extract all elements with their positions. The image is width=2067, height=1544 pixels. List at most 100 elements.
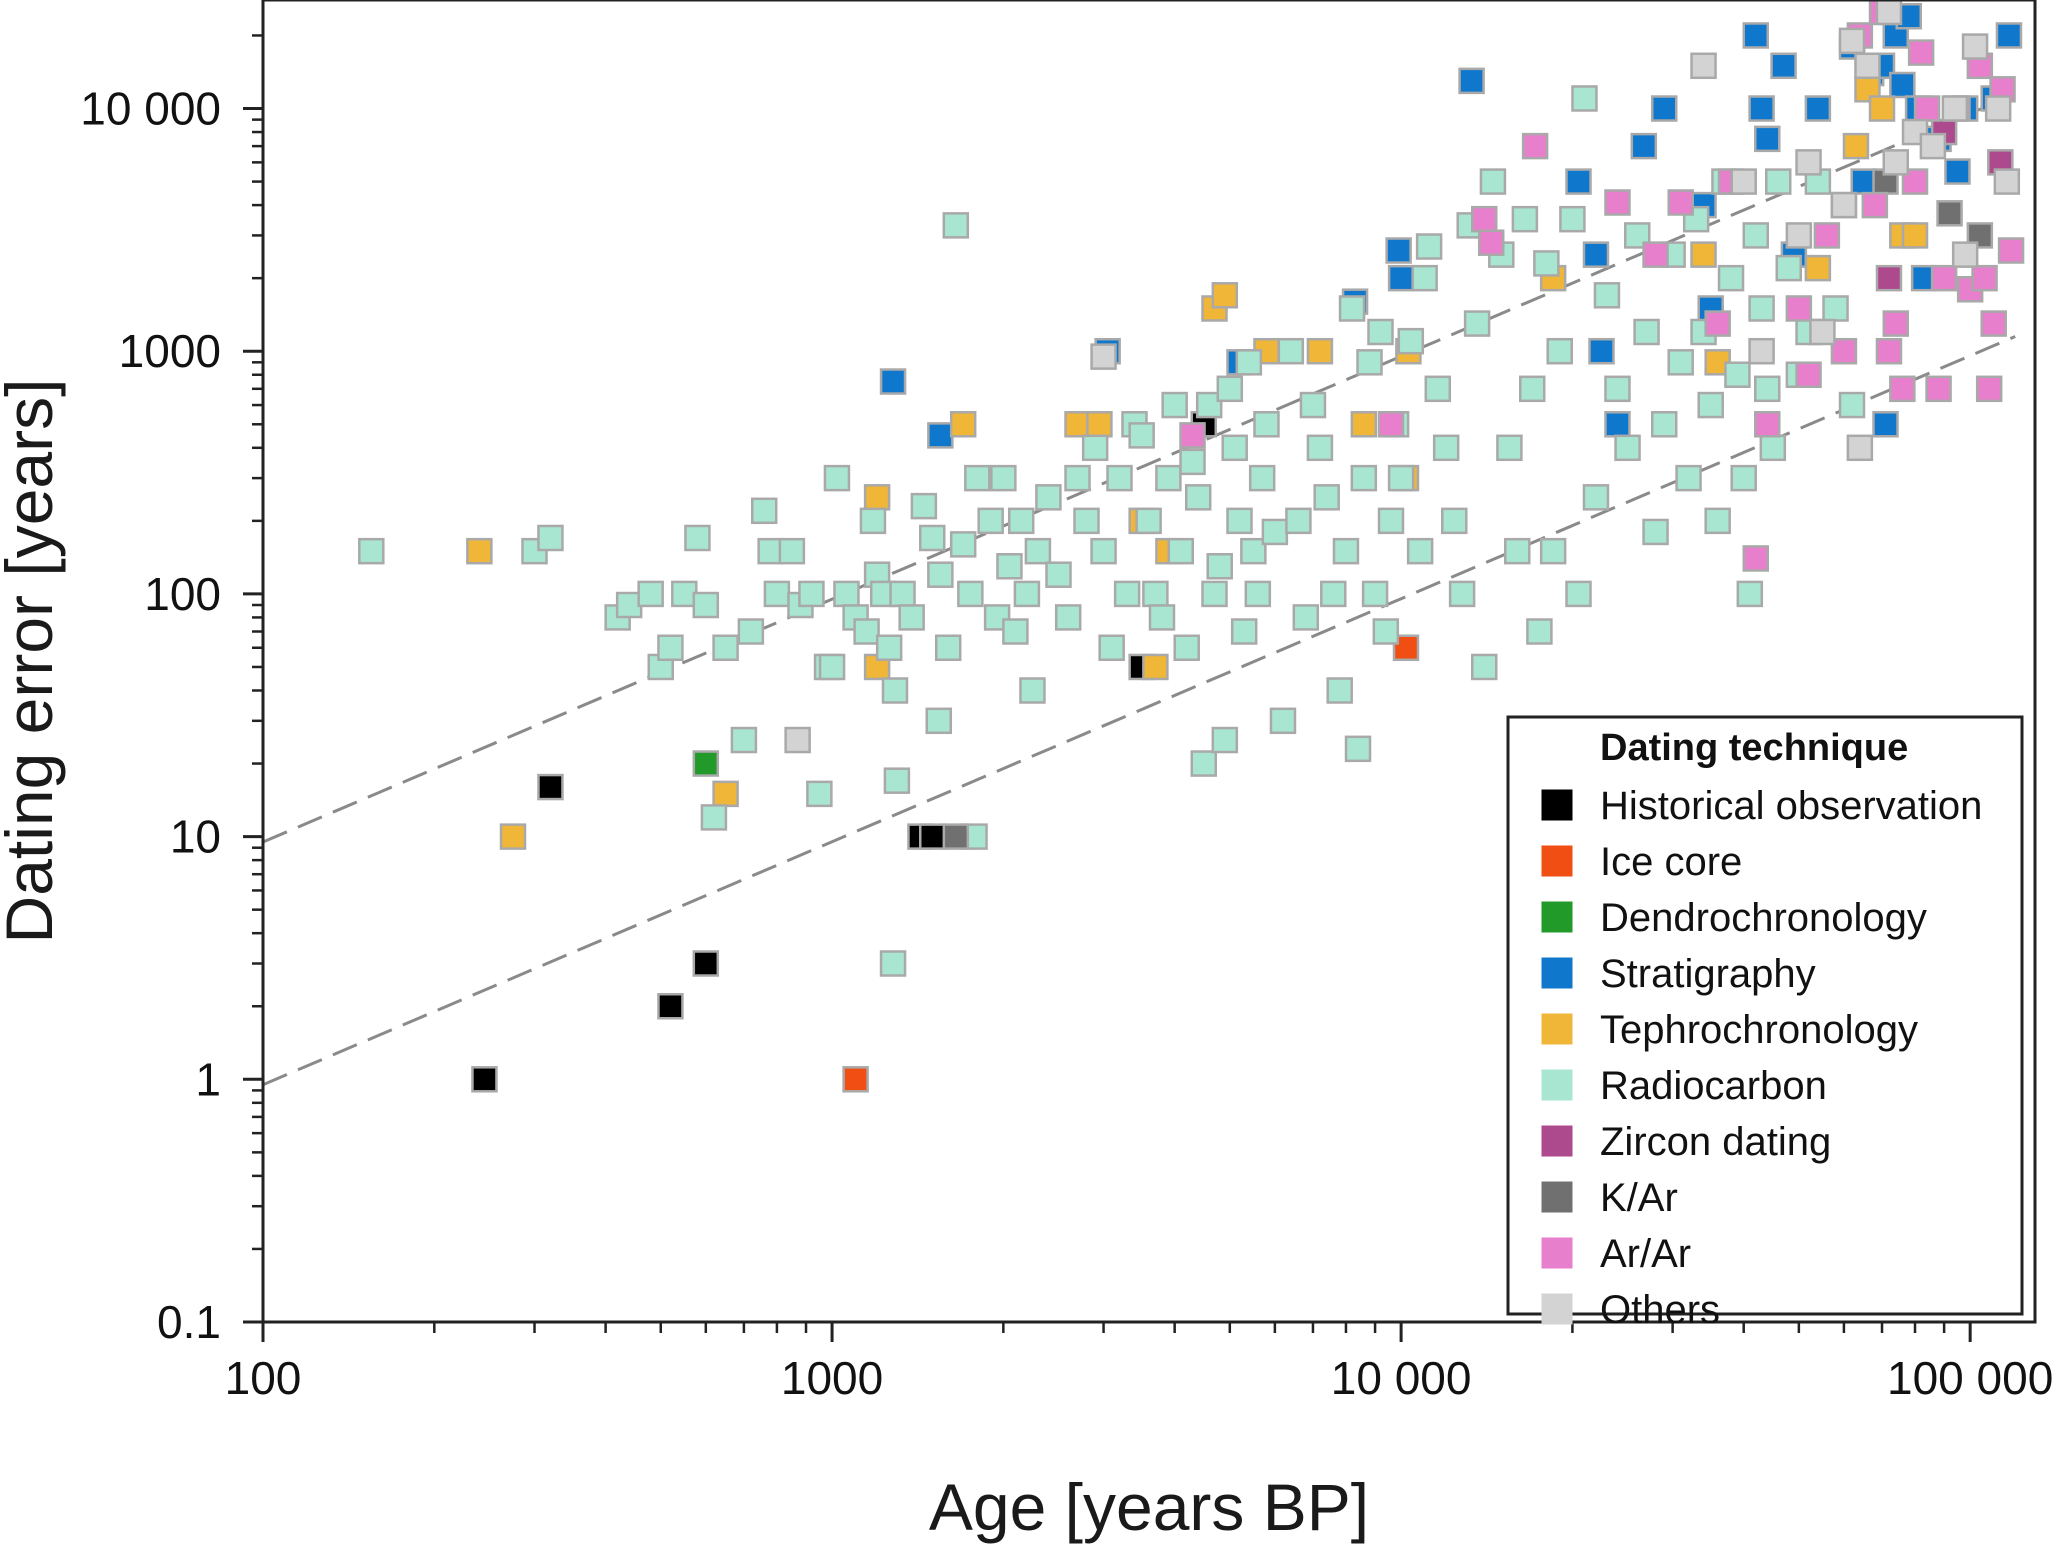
data-point	[784, 726, 811, 754]
data-point	[358, 537, 385, 565]
data-point	[1002, 618, 1029, 645]
legend-swatch	[1541, 1069, 1573, 1101]
data-point	[1565, 580, 1592, 608]
data-point	[1385, 237, 1412, 264]
data-point	[1332, 537, 1360, 565]
legend-box	[1506, 715, 2024, 1316]
axis-ticks: 100 1000 10 000 100 000 0.1 1 10 100 1000 10 000	[80, 34, 2053, 1404]
data-point	[1167, 537, 1195, 565]
data-point	[712, 780, 739, 808]
x-tick-label: 1000	[781, 1352, 883, 1404]
data-point	[1830, 337, 1858, 365]
data-point	[1313, 484, 1340, 511]
data-point	[466, 537, 493, 565]
data-point	[1868, 95, 1896, 122]
data-point	[1035, 484, 1062, 511]
data-point	[1724, 361, 1751, 388]
data-point	[990, 464, 1017, 492]
data-point	[778, 537, 806, 565]
data-point	[1748, 337, 1775, 365]
data-point	[1650, 95, 1678, 122]
legend-label: K/Ar	[1600, 1176, 1678, 1220]
data-point	[1211, 726, 1239, 754]
data-point	[1850, 168, 1877, 195]
data-point	[949, 531, 977, 558]
data-point	[1277, 337, 1305, 365]
data-point	[1889, 375, 1916, 403]
data-point	[1064, 411, 1091, 438]
data-point	[863, 484, 891, 511]
data-point	[1045, 561, 1072, 588]
data-point	[1411, 264, 1438, 292]
data-point	[919, 823, 946, 850]
data-point	[1320, 580, 1347, 608]
data-point	[1754, 375, 1781, 403]
data-point	[1754, 411, 1781, 438]
data-point	[1190, 750, 1218, 777]
data-point	[818, 653, 846, 681]
data-point	[1458, 67, 1485, 95]
data-point	[1717, 264, 1745, 292]
data-point	[692, 750, 720, 777]
data-point	[499, 823, 527, 850]
data-point	[1838, 391, 1866, 419]
data-points	[358, 0, 2025, 1093]
data-point	[750, 497, 778, 525]
data-point	[730, 726, 758, 754]
data-point	[1604, 189, 1631, 216]
data-point	[842, 1066, 869, 1093]
legend-swatch	[1541, 1237, 1573, 1269]
data-point	[1377, 507, 1405, 535]
legend-swatch	[1541, 789, 1573, 821]
data-point	[1392, 634, 1420, 662]
data-point	[1754, 125, 1781, 153]
data-point	[927, 561, 954, 588]
data-point	[1539, 537, 1567, 565]
data-point	[657, 634, 684, 662]
data-point	[1477, 229, 1505, 256]
data-point	[1526, 618, 1553, 645]
data-point	[942, 212, 970, 239]
data-point	[1682, 205, 1710, 233]
legend-label: Ice core	[1600, 840, 1742, 884]
data-point	[1997, 237, 2025, 264]
data-point	[1463, 310, 1491, 337]
data-point	[1872, 411, 1899, 438]
data-point	[910, 492, 938, 520]
data-point	[1244, 580, 1272, 608]
data-point	[1106, 464, 1133, 492]
data-point	[1235, 349, 1263, 376]
data-point	[1142, 580, 1169, 608]
data-point	[1901, 222, 1929, 249]
data-point	[949, 411, 977, 438]
data-point	[1350, 411, 1378, 438]
data-point	[537, 524, 564, 552]
data-point	[1642, 518, 1669, 546]
plot-frame	[261, 0, 2037, 1324]
data-point	[879, 368, 907, 395]
data-point	[1838, 27, 1866, 55]
data-point	[657, 992, 684, 1020]
data-point	[1221, 434, 1248, 462]
data-point	[1356, 349, 1383, 376]
data-point	[1230, 618, 1258, 645]
data-point	[1432, 434, 1460, 462]
data-point	[957, 580, 984, 608]
data-point	[1875, 0, 1903, 26]
data-point	[1875, 337, 1903, 365]
data-point	[1081, 434, 1109, 462]
series-k-ar	[942, 168, 1994, 850]
data-point	[1086, 411, 1113, 438]
data-point	[806, 780, 833, 808]
data-point	[1024, 537, 1052, 565]
data-point	[919, 524, 946, 552]
data-point	[1795, 149, 1822, 176]
data-point	[1742, 545, 1770, 572]
data-point	[1614, 434, 1641, 462]
data-point	[1704, 310, 1731, 337]
data-point	[1113, 580, 1141, 608]
legend-label: Historical observation	[1600, 784, 1982, 828]
x-tick-label: 100	[225, 1352, 302, 1404]
data-point	[1240, 537, 1267, 565]
data-point	[1148, 604, 1176, 631]
